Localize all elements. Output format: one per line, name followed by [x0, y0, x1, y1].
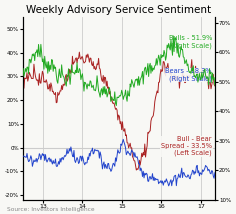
Text: Bull - Bear
Spread - 33.5%
(Left Scale): Bull - Bear Spread - 33.5% (Left Scale): [161, 136, 212, 156]
Title: Weekly Advisory Service Sentiment: Weekly Advisory Service Sentiment: [26, 5, 211, 15]
Text: Bulls - 51.9%
(Right Scale): Bulls - 51.9% (Right Scale): [169, 35, 212, 49]
Text: Bears - 18.3%
(Right Scale): Bears - 18.3% (Right Scale): [165, 68, 212, 82]
Text: Source: Investors Intelligence: Source: Investors Intelligence: [7, 207, 95, 212]
